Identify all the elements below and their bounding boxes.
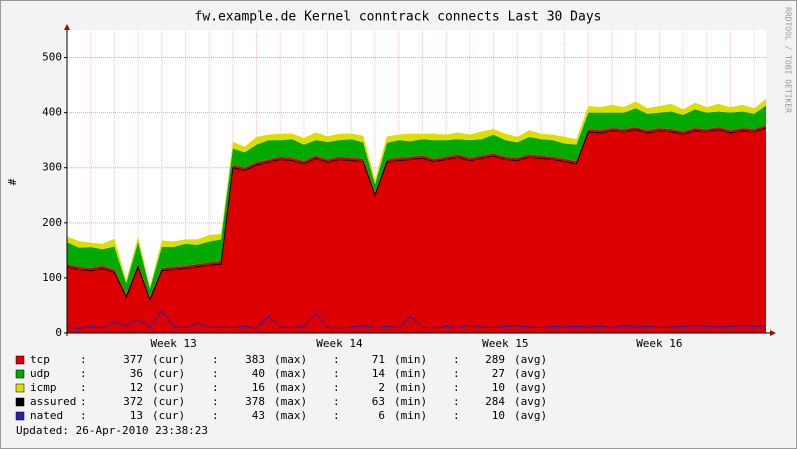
- stat-value: 12: [130, 381, 143, 394]
- stat-value: 14: [372, 367, 386, 380]
- x-tick-label: Week 13: [150, 337, 196, 350]
- y-tick-label: 100: [42, 271, 62, 284]
- legend-swatch: [15, 383, 25, 393]
- stat-label: (cur): [152, 353, 185, 366]
- legend-label: tcp: [30, 353, 50, 366]
- stat-value: 284: [485, 395, 505, 408]
- separator: :: [212, 409, 219, 422]
- stat-label: (min): [394, 409, 427, 422]
- stat-label: (max): [274, 409, 307, 422]
- legend-label: assured: [30, 395, 76, 408]
- legend: tcp::::377 (cur) 383 (max) 71 (min) 289 (avg)ud…: [15, 353, 547, 422]
- line-assured: [66, 127, 767, 302]
- stat-value: 27: [492, 367, 505, 380]
- y-tick-label: 200: [42, 216, 62, 229]
- separator: :: [453, 395, 460, 408]
- separator: :: [80, 381, 87, 394]
- x-arrow: [770, 330, 776, 336]
- stat-value: 289: [485, 353, 505, 366]
- separator: :: [80, 367, 87, 380]
- legend-label: icmp: [30, 381, 57, 394]
- stat-label: (max): [274, 367, 307, 380]
- stat-value: 36: [130, 367, 143, 380]
- y-axis-label: #: [6, 178, 19, 185]
- stat-label: (cur): [152, 409, 185, 422]
- separator: :: [453, 367, 460, 380]
- stat-label: (cur): [152, 381, 185, 394]
- area-udp: [67, 105, 766, 298]
- separator: :: [333, 409, 340, 422]
- stat-label: (max): [274, 381, 307, 394]
- x-tick-label: Week 16: [636, 337, 682, 350]
- separator: :: [453, 381, 460, 394]
- legend-label: nated: [30, 409, 63, 422]
- credit: RRDTOOL / TOBI OETIKER: [784, 7, 793, 113]
- area-icmp: [67, 98, 766, 289]
- stat-label: (min): [394, 367, 427, 380]
- stat-label: (max): [274, 395, 307, 408]
- stat-label: (min): [394, 381, 427, 394]
- separator: :: [453, 353, 460, 366]
- y-tick-label: 300: [42, 161, 62, 174]
- legend-swatch: [15, 411, 25, 421]
- line-nated: [66, 310, 767, 330]
- y-tick-label: 500: [42, 51, 62, 64]
- updated: Updated: 26-Apr-2010 23:38:23: [16, 424, 208, 437]
- legend-swatch: [15, 355, 25, 365]
- stat-value: 372: [123, 395, 143, 408]
- axes: 0 100 200 300 400 500 Week 13 Week 14 Week 15 Wee…: [42, 24, 776, 350]
- y-tick-label: 0: [55, 326, 62, 339]
- legend-label: udp: [30, 367, 50, 380]
- y-arrow: [64, 24, 70, 30]
- separator: :: [333, 367, 340, 380]
- separator: :: [333, 395, 340, 408]
- stat-label: (avg): [514, 353, 547, 366]
- marks: [66, 98, 767, 333]
- separator: :: [80, 409, 87, 422]
- stat-value: 383: [245, 353, 265, 366]
- separator: :: [212, 395, 219, 408]
- stat-label: (avg): [514, 381, 547, 394]
- separator: :: [80, 353, 87, 366]
- stat-label: (avg): [514, 367, 547, 380]
- area-tcp: [67, 125, 766, 333]
- stat-label: (max): [274, 353, 307, 366]
- stat-value: 6: [378, 409, 385, 422]
- separator: :: [333, 353, 340, 366]
- y-tick-label: 400: [42, 106, 62, 119]
- x-tick-label: Week 14: [316, 337, 363, 350]
- stat-label: (cur): [152, 395, 185, 408]
- x-tick-label: Week 15: [482, 337, 528, 350]
- separator: :: [212, 381, 219, 394]
- stat-value: 2: [378, 381, 385, 394]
- separator: :: [212, 367, 219, 380]
- stat-label: (cur): [152, 367, 185, 380]
- stat-value: 16: [252, 381, 265, 394]
- stat-value: 377: [123, 353, 143, 366]
- stat-value: 63: [372, 395, 385, 408]
- separator: :: [333, 381, 340, 394]
- chart-title: fw.example.de Kernel conntrack connects …: [195, 10, 602, 25]
- separator: :: [453, 409, 460, 422]
- stat-value: 40: [252, 367, 265, 380]
- legend-swatch: [15, 369, 25, 379]
- separator: :: [212, 353, 219, 366]
- stat-value: 43: [252, 409, 265, 422]
- separator: :: [80, 395, 87, 408]
- stat-label: (avg): [514, 395, 547, 408]
- stat-value: 10: [492, 381, 505, 394]
- stat-label: (avg): [514, 409, 547, 422]
- stat-value: 13: [130, 409, 143, 422]
- stat-label: (min): [394, 395, 427, 408]
- legend-swatch: [15, 397, 25, 407]
- stat-value: 71: [372, 353, 385, 366]
- stat-label: (min): [394, 353, 427, 366]
- stat-value: 10: [492, 409, 505, 422]
- stat-value: 378: [245, 395, 265, 408]
